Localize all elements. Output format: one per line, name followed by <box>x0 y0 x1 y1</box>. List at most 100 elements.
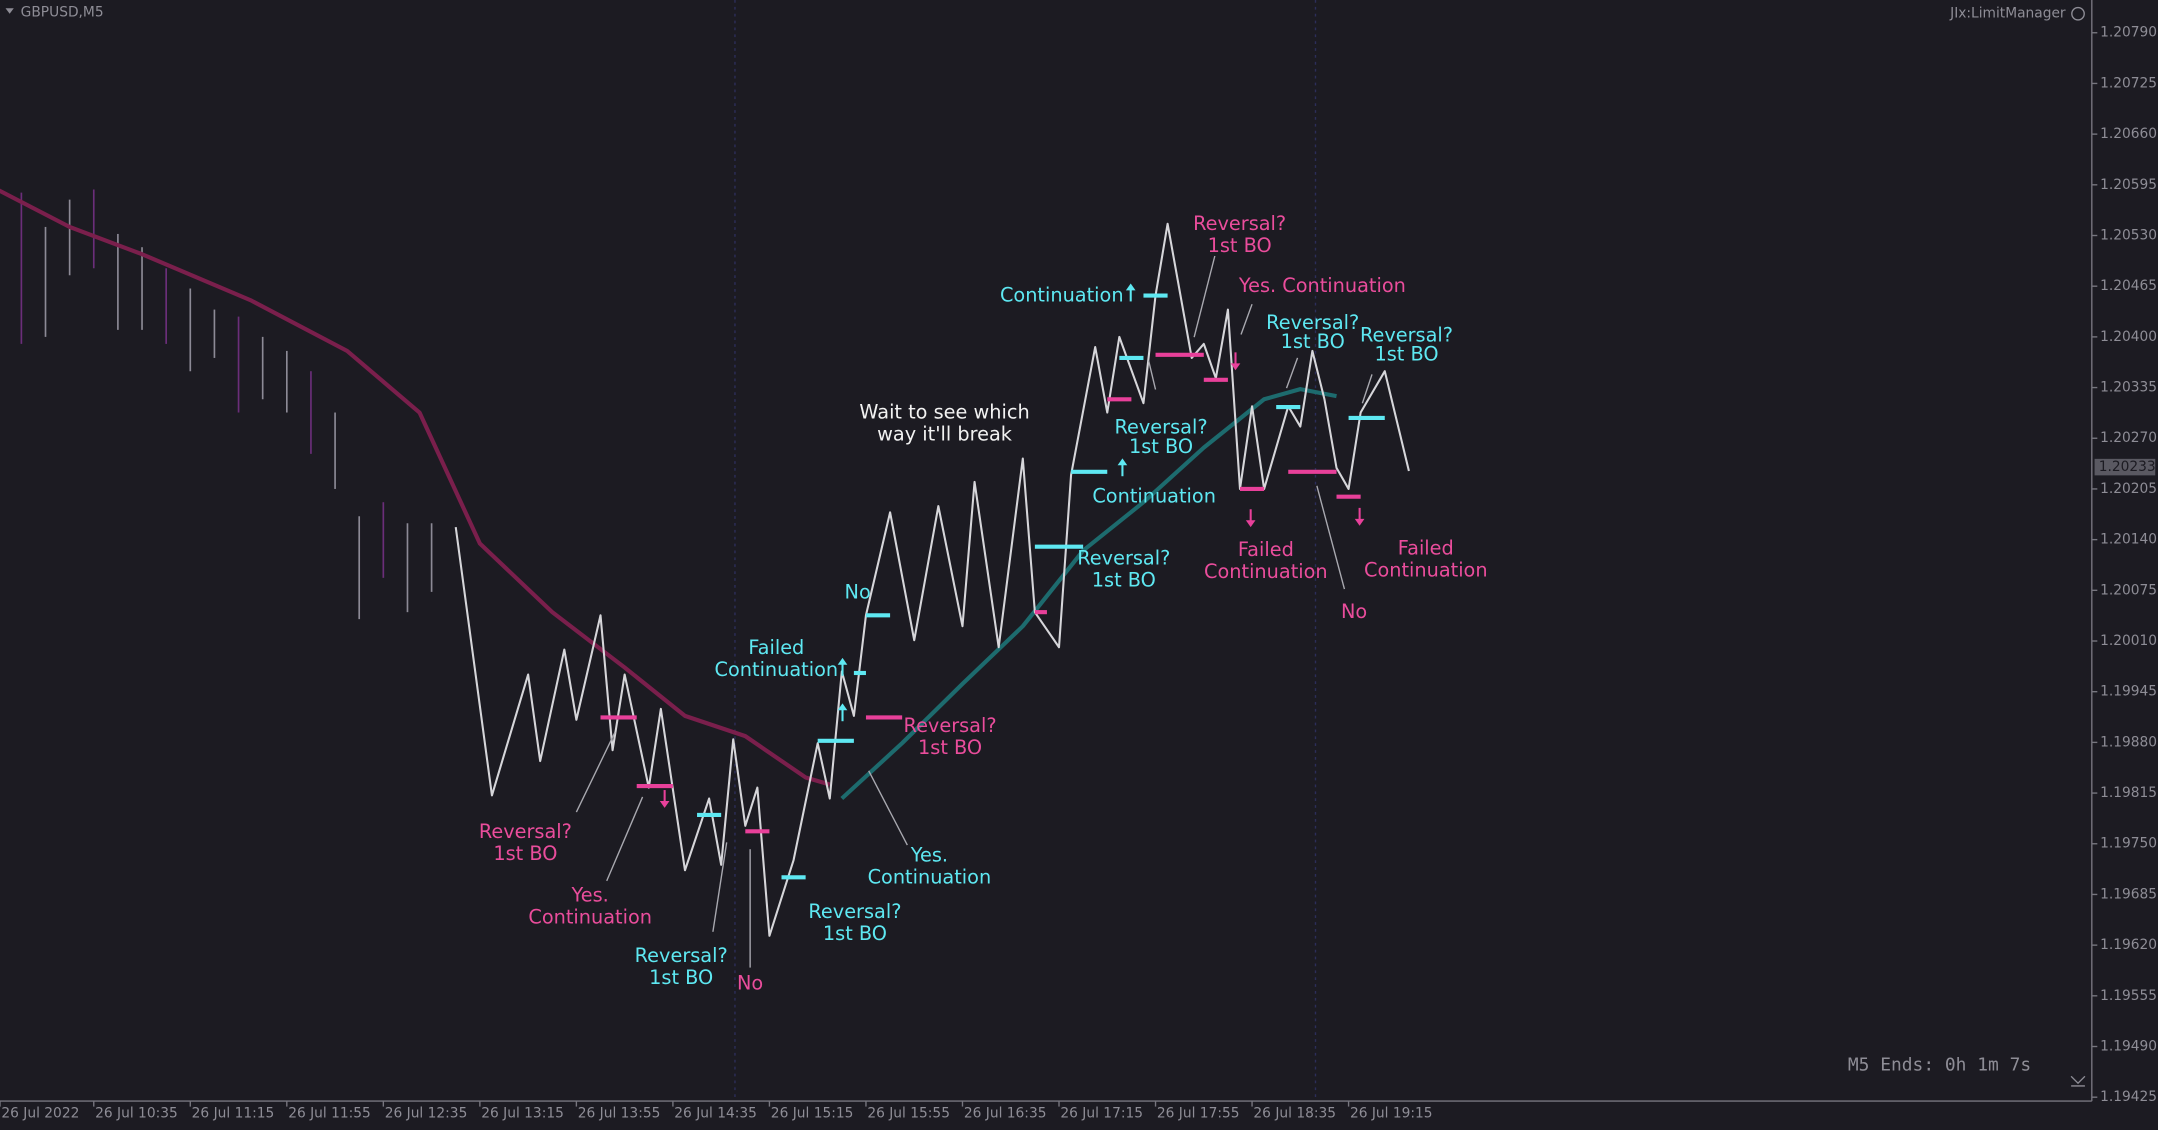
annotation: Reversal? <box>808 900 901 923</box>
y-tick-label: 1.20465 <box>2100 278 2157 294</box>
price-tag-box <box>2094 458 2156 476</box>
x-tick-label: 26 Jul 13:55 <box>578 1105 661 1121</box>
arrow-head <box>659 801 670 808</box>
moving-average <box>840 387 1337 801</box>
x-tick-label: 26 Jul 11:15 <box>192 1105 275 1121</box>
leader-line <box>712 842 728 932</box>
annotation: Continuation <box>1000 283 1124 306</box>
scroll-icon[interactable] <box>2070 1075 2086 1087</box>
arrow-head <box>1354 518 1365 526</box>
arrow-head <box>1245 520 1256 528</box>
y-tick-label: 1.20205 <box>2100 481 2157 497</box>
y-tick-label: 1.19750 <box>2100 836 2157 852</box>
y-tick-label: 1.19425 <box>2100 1089 2157 1105</box>
annotation: Reversal? <box>479 820 572 843</box>
annotation: 1st BO <box>918 736 982 759</box>
annotation: Failed <box>1238 538 1294 561</box>
x-tick-label: 26 Jul 19:15 <box>1350 1105 1433 1121</box>
annotation: way it'll break <box>877 422 1013 445</box>
y-tick-label: 1.19815 <box>2100 785 2157 801</box>
arrow-head <box>1125 283 1136 291</box>
annotation: 1st BO <box>1374 343 1438 366</box>
annotation: Continuation <box>1364 559 1488 582</box>
y-tick-label: 1.19945 <box>2100 684 2157 700</box>
arrow-head <box>837 703 848 711</box>
annotation: 1st BO <box>1208 234 1272 257</box>
y-tick-label: 1.19620 <box>2100 937 2157 953</box>
annotation: Reversal? <box>1193 212 1286 235</box>
leader-line <box>575 731 616 813</box>
price-tag: 1.20233 <box>2099 459 2156 475</box>
annotation: Continuation <box>1092 484 1216 507</box>
y-tick-label: 1.20400 <box>2100 329 2157 345</box>
y-tick-label: 1.19685 <box>2100 886 2157 902</box>
y-tick-label: 1.20270 <box>2100 430 2157 446</box>
x-tick-label: 26 Jul 11:55 <box>288 1105 371 1121</box>
x-tick-label: 26 Jul 10:35 <box>95 1105 178 1121</box>
leader-line <box>868 770 908 846</box>
x-tick-label: 26 Jul 13:15 <box>481 1105 564 1121</box>
y-tick-label: 1.20335 <box>2100 380 2157 396</box>
annotation: Reversal? <box>1115 416 1208 439</box>
annotation: 1st BO <box>1281 330 1345 353</box>
leader-line <box>1361 374 1373 404</box>
annotation: 1st BO <box>649 966 713 989</box>
annotation: Reversal? <box>1077 546 1170 569</box>
annotation: Reversal? <box>635 944 728 967</box>
y-tick-label: 1.19880 <box>2100 734 2157 750</box>
indicator-name: JIx:LimitManager <box>1949 6 2066 22</box>
x-tick-label: 26 Jul 15:15 <box>771 1105 854 1121</box>
leader-line <box>1240 303 1253 335</box>
moving-average <box>0 188 831 787</box>
arrow-head <box>837 657 848 665</box>
x-tick-label: 26 Jul 15:55 <box>867 1105 950 1121</box>
annotation: No <box>737 972 763 995</box>
x-tick-label: 26 Jul 17:55 <box>1157 1105 1240 1121</box>
annotation: Yes. <box>910 844 948 867</box>
y-tick-label: 1.20010 <box>2100 633 2157 649</box>
symbol-title: GBPUSD,M5 <box>21 4 104 20</box>
annotation: Failed <box>1398 537 1454 560</box>
leader-line <box>606 796 644 882</box>
x-tick-label: 26 Jul 18:35 <box>1253 1105 1336 1121</box>
indicator-icon[interactable] <box>2071 6 2085 21</box>
annotation: Yes. Continuation <box>1238 274 1406 297</box>
y-tick-label: 1.20725 <box>2100 75 2157 91</box>
annotation: Reversal? <box>904 714 997 737</box>
annotation: 1st BO <box>1092 568 1156 591</box>
annotation: Yes. <box>571 884 609 907</box>
annotation: 1st BO <box>1129 435 1193 458</box>
annotation: Continuation <box>715 658 839 681</box>
annotation: Continuation <box>868 866 992 889</box>
y-tick-label: 1.20530 <box>2100 228 2157 244</box>
y-tick-label: 1.19555 <box>2100 988 2157 1004</box>
x-tick-label: 26 Jul 14:35 <box>674 1105 757 1121</box>
annotation: Reversal? <box>1360 323 1453 346</box>
leader-line <box>1316 485 1346 590</box>
annotation: Wait to see which <box>859 400 1029 423</box>
arrow-head <box>1117 458 1128 466</box>
y-tick-label: 1.20075 <box>2100 582 2157 598</box>
annotation: Reversal? <box>1266 311 1359 334</box>
annotation: 1st BO <box>823 922 887 945</box>
zigzag-line <box>454 222 1410 937</box>
y-tick-label: 1.20790 <box>2100 25 2157 41</box>
leader-line <box>1193 255 1216 338</box>
leader-line <box>1147 360 1157 390</box>
y-tick-label: 1.20595 <box>2100 177 2157 193</box>
x-tick-label: 26 Jul 12:35 <box>385 1105 468 1121</box>
menu-triangle[interactable] <box>5 8 14 14</box>
annotation: Continuation <box>528 906 652 929</box>
bar-countdown: M5 Ends: 0h 1m 7s <box>1848 1054 2031 1075</box>
x-tick-label: 26 Jul 16:35 <box>964 1105 1047 1121</box>
x-tick-label: 26 Jul 17:15 <box>1060 1105 1143 1121</box>
y-tick-label: 1.20660 <box>2100 126 2157 142</box>
leader-line <box>1285 357 1299 389</box>
annotation: Continuation <box>1204 560 1328 583</box>
y-tick-label: 1.19490 <box>2100 1039 2157 1055</box>
arrow-head <box>1230 363 1241 371</box>
annotation: No <box>845 581 871 604</box>
y-tick-label: 1.20140 <box>2100 532 2157 548</box>
